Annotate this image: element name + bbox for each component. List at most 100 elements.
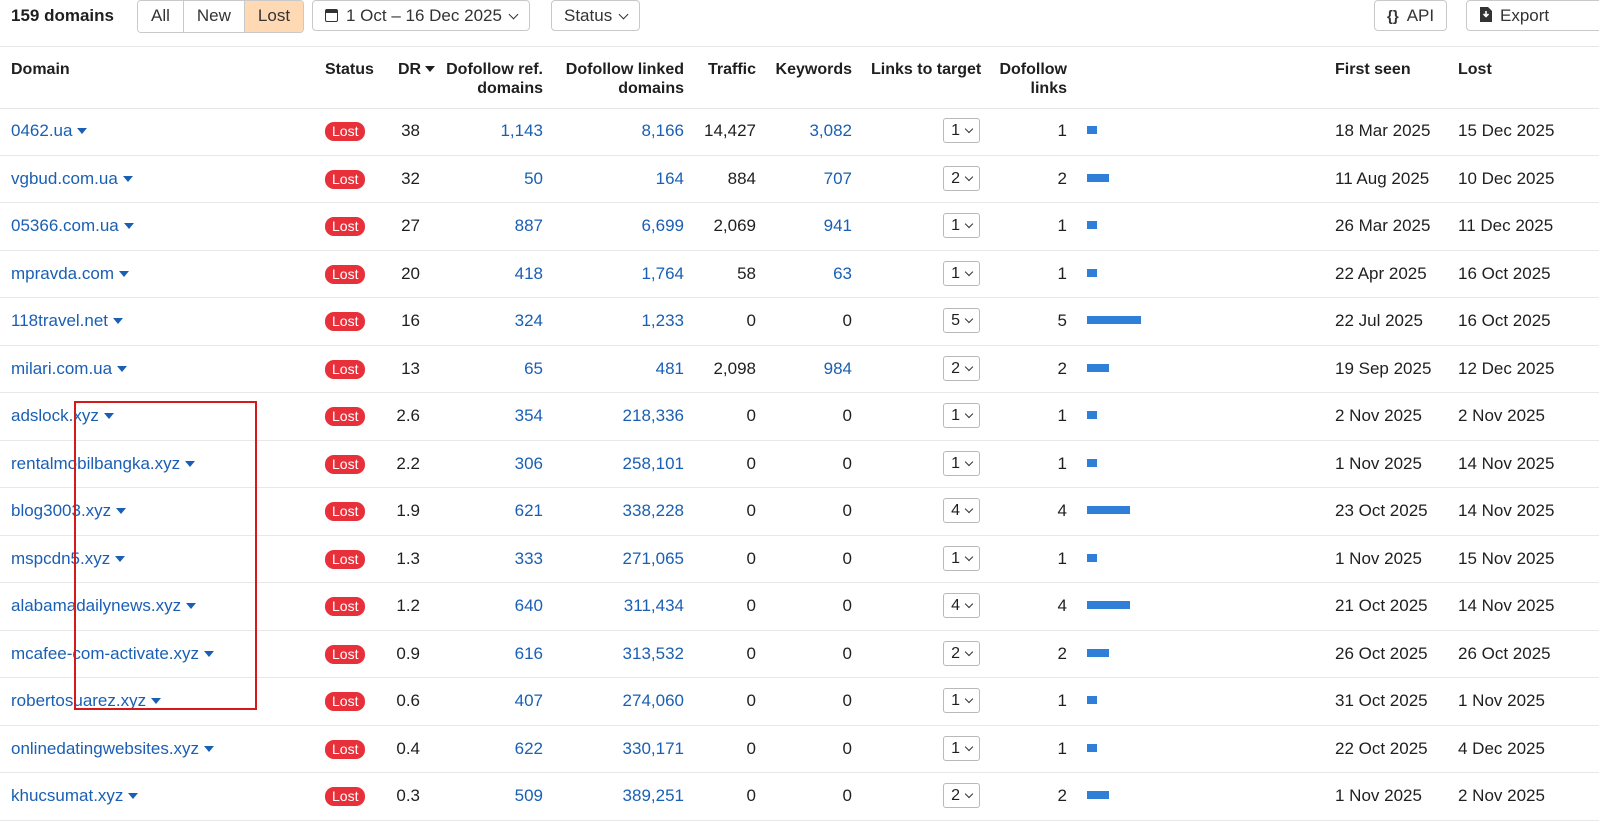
domain-link[interactable]: adslock.xyz — [11, 406, 99, 425]
links-to-target-dropdown[interactable]: 1 — [943, 260, 980, 286]
ref-domains-link[interactable]: 333 — [514, 548, 543, 568]
domain-menu-icon[interactable] — [117, 365, 128, 372]
ref-domains-link[interactable]: 621 — [514, 501, 543, 520]
col-traffic[interactable]: Traffic — [707, 61, 756, 78]
links-to-target-dropdown[interactable]: 4 — [943, 593, 980, 618]
linked-domains-link[interactable]: 6,699 — [641, 216, 684, 235]
domain-cell[interactable]: milari.com.ua — [11, 346, 128, 392]
col-first-seen[interactable]: First seen — [1335, 61, 1411, 78]
linked-domains-link[interactable]: 330,171 — [622, 738, 684, 758]
domain-cell[interactable]: robertosuarez.xyz — [11, 678, 162, 724]
domain-cell[interactable]: vgbud.com.ua — [11, 156, 133, 202]
domain-menu-icon[interactable] — [123, 223, 134, 229]
filter-all-button[interactable]: All — [138, 1, 184, 32]
domain-cell[interactable]: 0462.ua — [11, 108, 88, 154]
domain-link[interactable]: 0462.ua — [11, 121, 73, 140]
links-to-target-dropdown[interactable]: 2 — [943, 165, 980, 191]
links-to-target-dropdown[interactable]: 1 — [943, 688, 980, 713]
domain-link[interactable]: mcafee-com-activate.xyz — [11, 643, 199, 663]
domain-link[interactable]: 05366.com.ua — [11, 216, 119, 235]
domain-link[interactable]: mpravda.com — [11, 263, 114, 283]
links-to-target-dropdown[interactable]: 1 — [943, 403, 980, 428]
links-to-target-dropdown[interactable]: 2 — [943, 640, 980, 666]
domain-link[interactable]: robertosuarez.xyz — [11, 691, 147, 710]
ref-domains-link[interactable]: 616 — [514, 643, 543, 663]
domain-menu-icon[interactable] — [113, 318, 124, 324]
linked-domains-link[interactable]: 271,065 — [622, 548, 684, 568]
domain-menu-icon[interactable] — [204, 650, 214, 657]
domain-cell[interactable]: 05366.com.ua — [11, 203, 134, 249]
domain-menu-icon[interactable] — [186, 603, 197, 609]
ref-domains-link[interactable]: 407 — [514, 691, 543, 710]
domain-menu-icon[interactable] — [122, 175, 133, 182]
links-to-target-dropdown[interactable]: 5 — [943, 308, 980, 333]
domain-link[interactable]: blog3003.xyz — [11, 501, 112, 520]
domain-link[interactable]: rentalmobilbangka.xyz — [11, 453, 181, 473]
domain-menu-icon[interactable] — [77, 128, 88, 134]
ref-domains-link[interactable]: 65 — [524, 358, 543, 378]
domain-menu-icon[interactable] — [151, 698, 162, 704]
linked-domains-link[interactable]: 311,434 — [623, 596, 684, 615]
linked-domains-link[interactable]: 338,228 — [622, 501, 684, 520]
col-links-to-target[interactable]: Links to target — [871, 61, 982, 78]
linked-domains-link[interactable]: 1,233 — [641, 311, 684, 330]
ref-domains-link[interactable]: 306 — [514, 453, 543, 473]
domain-cell[interactable]: mspcdn5.xyz — [11, 536, 126, 582]
linked-domains-link[interactable]: 481 — [655, 358, 684, 378]
domain-link[interactable]: vgbud.com.ua — [11, 168, 118, 188]
ref-domains-link[interactable]: 509 — [514, 786, 543, 805]
domain-menu-icon[interactable] — [103, 413, 114, 419]
filter-new-button[interactable]: New — [183, 1, 245, 32]
domain-cell[interactable]: rentalmobilbangka.xyz — [11, 441, 196, 487]
domain-link[interactable]: 118travel.net — [11, 311, 109, 330]
domain-cell[interactable]: alabamadailynews.xyz — [11, 583, 197, 629]
ref-domains-link[interactable]: 640 — [514, 596, 543, 615]
links-to-target-dropdown[interactable]: 1 — [943, 213, 980, 238]
domain-menu-icon[interactable] — [115, 555, 126, 562]
domain-menu-icon[interactable] — [204, 745, 215, 752]
domain-link[interactable]: khucsumat.xyz — [11, 786, 124, 805]
linked-domains-link[interactable]: 8,166 — [641, 121, 684, 140]
domain-cell[interactable]: 118travel.net — [11, 298, 124, 344]
ref-domains-link[interactable]: 324 — [514, 311, 543, 330]
links-to-target-dropdown[interactable]: 1 — [943, 545, 980, 571]
domain-link[interactable]: alabamadailynews.xyz — [11, 596, 182, 615]
filter-lost-button[interactable]: Lost — [244, 1, 304, 32]
linked-domains-link[interactable]: 164 — [655, 168, 684, 188]
linked-domains-link[interactable]: 218,336 — [622, 406, 684, 425]
domain-cell[interactable]: mcafee-com-activate.xyz — [11, 631, 214, 677]
col-domain[interactable]: Domain — [11, 61, 70, 78]
ref-domains-link[interactable]: 50 — [524, 168, 543, 188]
domain-cell[interactable]: khucsumat.xyz — [11, 773, 139, 819]
ref-domains-link[interactable]: 354 — [514, 406, 543, 425]
domain-link[interactable]: milari.com.ua — [11, 358, 113, 378]
export-button[interactable]: Export — [1466, 0, 1599, 31]
ref-domains-link[interactable]: 622 — [514, 738, 543, 758]
linked-domains-link[interactable]: 1,764 — [641, 263, 684, 283]
col-dofollow-links[interactable]: Dofollow links — [990, 60, 1067, 98]
links-to-target-dropdown[interactable]: 1 — [943, 450, 980, 476]
linked-domains-link[interactable]: 313,532 — [622, 643, 684, 663]
domain-menu-icon[interactable] — [116, 508, 127, 514]
domain-menu-icon[interactable] — [128, 793, 139, 799]
domain-cell[interactable]: onlinedatingwebsites.xyz — [11, 726, 215, 772]
domain-menu-icon[interactable] — [118, 270, 129, 277]
linked-domains-link[interactable]: 274,060 — [622, 691, 684, 710]
col-dr[interactable]: DR — [398, 60, 436, 79]
domain-cell[interactable]: adslock.xyz — [11, 393, 114, 439]
keywords-value[interactable]: 63 — [833, 263, 852, 283]
ref-domains-link[interactable]: 887 — [514, 216, 543, 235]
domain-cell[interactable]: mpravda.com — [11, 251, 129, 297]
ref-domains-link[interactable]: 418 — [514, 263, 543, 283]
col-linked-domains[interactable]: Dofollow linked domains — [554, 60, 684, 98]
date-range-button[interactable]: 1 Oct – 16 Dec 2025 — [312, 0, 530, 31]
links-to-target-dropdown[interactable]: 2 — [943, 783, 980, 808]
col-keywords[interactable]: Keywords — [775, 61, 852, 78]
col-lost[interactable]: Lost — [1458, 61, 1492, 78]
col-ref-domains[interactable]: Dofollow ref. domains — [430, 60, 543, 98]
keywords-value[interactable]: 984 — [823, 358, 852, 378]
links-to-target-dropdown[interactable]: 4 — [943, 498, 980, 523]
keywords-value[interactable]: 941 — [823, 216, 852, 235]
domain-menu-icon[interactable] — [185, 460, 196, 467]
ref-domains-link[interactable]: 1,143 — [500, 121, 543, 140]
